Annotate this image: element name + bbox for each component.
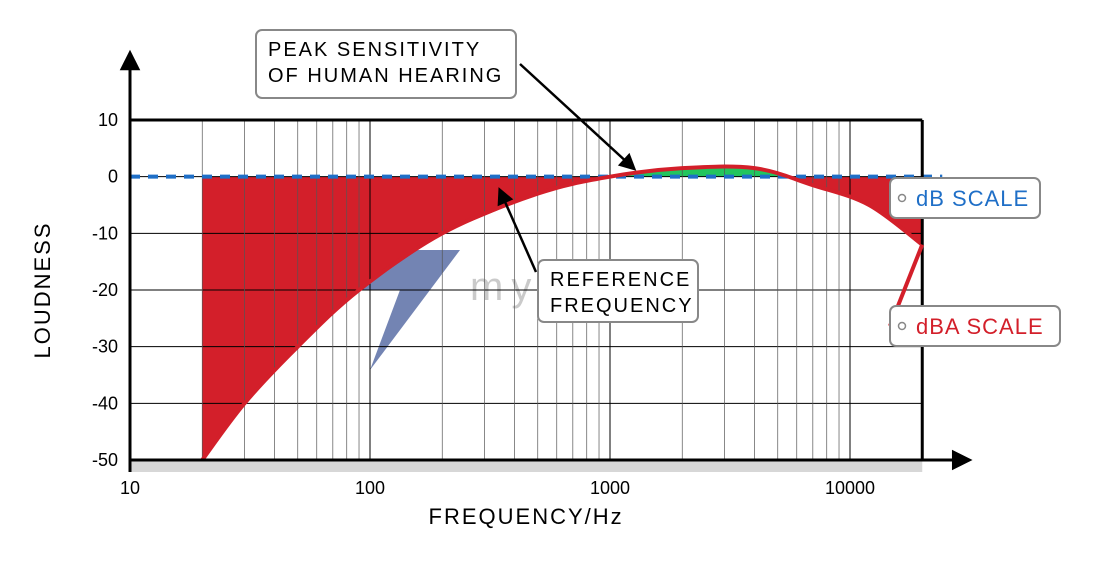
svg-text:10: 10 (98, 110, 118, 130)
y-axis-label: LOUDNESS (30, 221, 55, 358)
svg-text:-20: -20 (92, 280, 118, 300)
x-axis-baseline (130, 460, 922, 472)
svg-text:OF HUMAN HEARING: OF HUMAN HEARING (268, 65, 503, 87)
svg-text:-30: -30 (92, 337, 118, 357)
svg-text:10000: 10000 (825, 478, 875, 498)
svg-text:10: 10 (120, 478, 140, 498)
svg-text:FREQUENCY: FREQUENCY (550, 295, 694, 317)
svg-text:0: 0 (108, 167, 118, 187)
svg-text:1000: 1000 (590, 478, 630, 498)
grid (130, 120, 922, 460)
svg-text:-10: -10 (92, 223, 118, 243)
svg-text:dB SCALE: dB SCALE (916, 186, 1029, 211)
svg-text:REFERENCE: REFERENCE (550, 269, 691, 291)
svg-text:PEAK SENSITIVITY: PEAK SENSITIVITY (268, 39, 481, 61)
x-axis-label: FREQUENCY/Hz (429, 504, 624, 529)
svg-text:100: 100 (355, 478, 385, 498)
svg-text:dBA SCALE: dBA SCALE (916, 314, 1044, 339)
svg-text:-40: -40 (92, 393, 118, 413)
svg-text:-50: -50 (92, 450, 118, 470)
